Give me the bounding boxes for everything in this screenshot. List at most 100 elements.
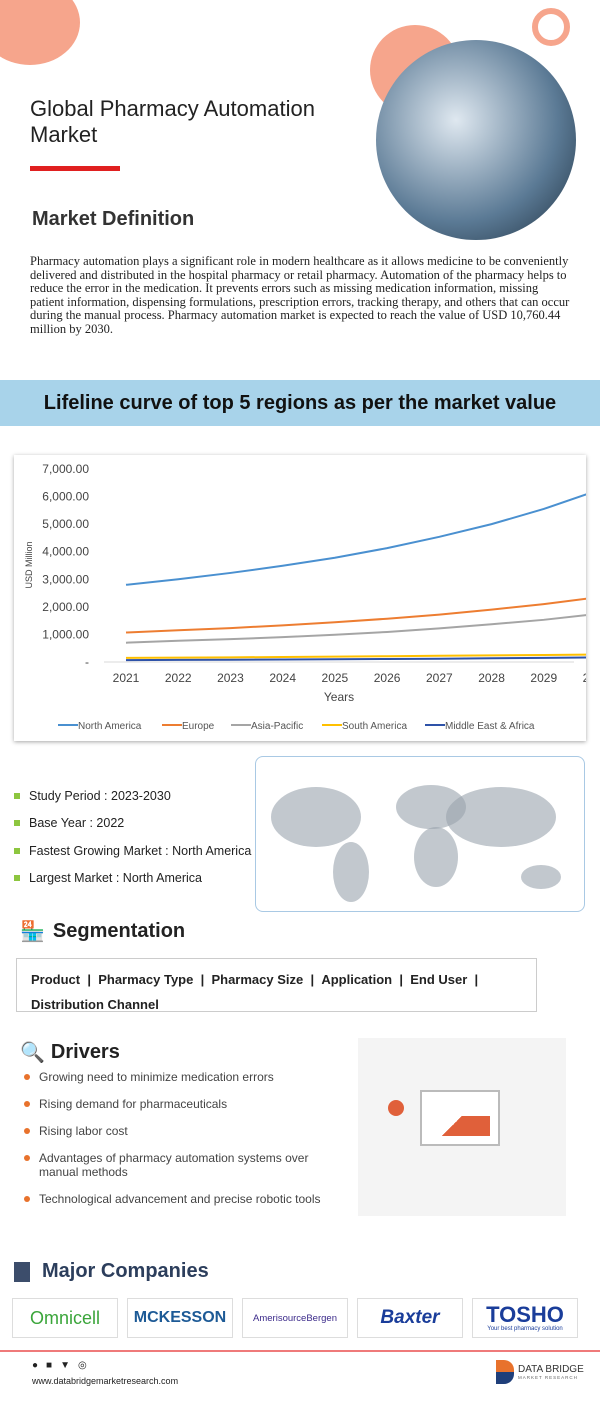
driver-item: Rising labor cost [24, 1124, 344, 1138]
logo-amerisourcebergen: AmerisourceBergen [242, 1298, 348, 1338]
legend-label: Europe [182, 721, 215, 732]
series-line-south-america [125, 653, 597, 659]
companies-heading: Major Companies [14, 1260, 209, 1283]
x-tick-label: 2022 [165, 671, 192, 685]
whatsapp-icon[interactable]: ● [32, 1360, 39, 1371]
series-line-middle-east-africa [125, 656, 597, 662]
footer-url[interactable]: www.databridgemarketresearch.com [32, 1376, 179, 1386]
drivers-list: Growing need to minimize medication erro… [24, 1070, 344, 1219]
x-tick-label: 2027 [426, 671, 453, 685]
legend-label: Asia-Pacific [251, 721, 303, 732]
driver-item: Advantages of pharmacy automation system… [24, 1151, 344, 1179]
title-underline [30, 166, 120, 171]
company-name: MCKESSON [133, 1309, 227, 1326]
y-tick-label: 4,000.00 [42, 545, 89, 559]
segmentation-title: Segmentation [52, 920, 186, 942]
y-tick-label: 1,000.00 [42, 627, 89, 641]
fact-text: Base Year : 2022 [29, 816, 125, 831]
chart-card: - 1,000.00 2,000.00 3,000.00 4,000.00 5,000.0… [14, 455, 600, 741]
bullet-icon [24, 1155, 30, 1161]
x-tick-label: 2030 [583, 671, 586, 685]
fact-item: Largest Market : North America [14, 865, 251, 893]
definition-text: Pharmacy automation plays a significant … [30, 254, 570, 336]
segment-item: Pharmacy Type [98, 972, 194, 987]
y-tick-label: 2,000.00 [42, 600, 89, 614]
x-tick-label: 2025 [322, 671, 349, 685]
fact-text: Fastest Growing Market : North America [29, 843, 252, 858]
y-tick-label: 5,000.00 [42, 517, 89, 531]
companies-title: Major Companies [42, 1260, 209, 1282]
y-axis-title: USD Million [24, 541, 34, 588]
brand-mark-icon [496, 1360, 514, 1384]
fact-item: Fastest Growing Market : North America [14, 837, 251, 865]
page-title: Global Pharmacy Automation Market [30, 96, 315, 147]
y-tick-label: 6,000.00 [42, 490, 89, 504]
bullet-icon [14, 847, 20, 854]
company-name: TOSHO [486, 1302, 564, 1327]
instagram-icon[interactable]: ◎ [78, 1360, 87, 1371]
segmentation-list: Product | Pharmacy Type | Pharmacy Size … [16, 958, 537, 1012]
company-name: Omnicell [29, 1307, 100, 1328]
twitter-icon[interactable]: ▼ [60, 1360, 70, 1371]
drivers-title: Drivers [50, 1041, 120, 1063]
driver-text: Technological advancement and precise ro… [39, 1192, 321, 1206]
company-logos: Omnicell MCKESSON AmerisourceBergen Baxt… [12, 1298, 590, 1338]
fact-text: Largest Market : North America [29, 871, 202, 886]
x-tick-label: 2023 [217, 671, 244, 685]
y-tick-label: - [85, 655, 89, 669]
company-name: Baxter [380, 1307, 440, 1328]
y-tick-label: 3,000.00 [42, 572, 89, 586]
fact-item: Study Period : 2023-2030 [14, 782, 251, 810]
bullet-icon [24, 1196, 30, 1202]
driver-text: Growing need to minimize medication erro… [39, 1070, 274, 1084]
bullet-icon [14, 792, 20, 799]
segmentation-heading: 🏪 Segmentation [20, 919, 185, 944]
footer-divider [0, 1350, 600, 1352]
decor-circle [0, 0, 80, 65]
brand-logo: DATA BRIDGE MARKET RESEARCH [496, 1360, 584, 1384]
building-icon [14, 1261, 30, 1282]
bullet-icon [24, 1128, 30, 1134]
brand-subtitle: MARKET RESEARCH [518, 1375, 578, 1380]
driver-item: Growing need to minimize medication erro… [24, 1070, 344, 1084]
driver-item: Technological advancement and precise ro… [24, 1192, 344, 1206]
company-tagline: Your best pharmacy solution [487, 1326, 563, 1332]
segment-item: Product [31, 972, 81, 987]
drivers-illustration [358, 1038, 566, 1216]
world-map [255, 756, 585, 912]
logo-mckesson: MCKESSON [127, 1298, 233, 1338]
social-icons: ● ■ ▼ ◎ [32, 1360, 87, 1371]
segment-item: Distribution Channel [31, 997, 159, 1012]
driver-text: Advantages of pharmacy automation system… [39, 1151, 309, 1179]
bullet-icon [24, 1101, 30, 1107]
driver-item: Rising demand for pharmaceuticals [24, 1097, 344, 1111]
fact-text: Study Period : 2023-2030 [29, 788, 171, 803]
bullet-icon [14, 820, 20, 827]
series-line-north-america [125, 490, 597, 586]
hero-image [376, 40, 576, 240]
logo-baxter: Baxter [357, 1298, 463, 1338]
driver-text: Rising demand for pharmaceuticals [39, 1097, 228, 1111]
chart-banner: Lifeline curve of top 5 regions as per t… [0, 380, 600, 426]
facebook-icon[interactable]: ■ [46, 1360, 53, 1371]
brand-name: DATA BRIDGE [518, 1364, 584, 1375]
bullet-icon [24, 1074, 30, 1080]
segment-item: Pharmacy Size [211, 972, 304, 987]
definition-heading: Market Definition [32, 208, 195, 230]
series-line-europe [125, 596, 597, 634]
x-tick-label: 2029 [530, 671, 557, 685]
x-axis-title: Years [324, 690, 354, 704]
legend-label: South America [342, 721, 407, 732]
y-tick-label: 7,000.00 [42, 462, 89, 476]
company-name: AmerisourceBergen [253, 1312, 337, 1324]
store-icon: 🏪 [20, 921, 45, 943]
magnifier-icon: 🔍 [20, 1042, 45, 1064]
x-tick-label: 2021 [113, 671, 140, 685]
logo-tosho: TOSHO Your best pharmacy solution [472, 1298, 578, 1338]
driver-text: Rising labor cost [39, 1124, 128, 1138]
series-line-asia-pacific [125, 613, 597, 644]
x-tick-label: 2028 [478, 671, 505, 685]
segment-item: End User [410, 972, 468, 987]
logo-omnicell: Omnicell [12, 1298, 118, 1338]
line-chart: - 1,000.00 2,000.00 3,000.00 4,000.00 5,000.0… [24, 462, 600, 732]
